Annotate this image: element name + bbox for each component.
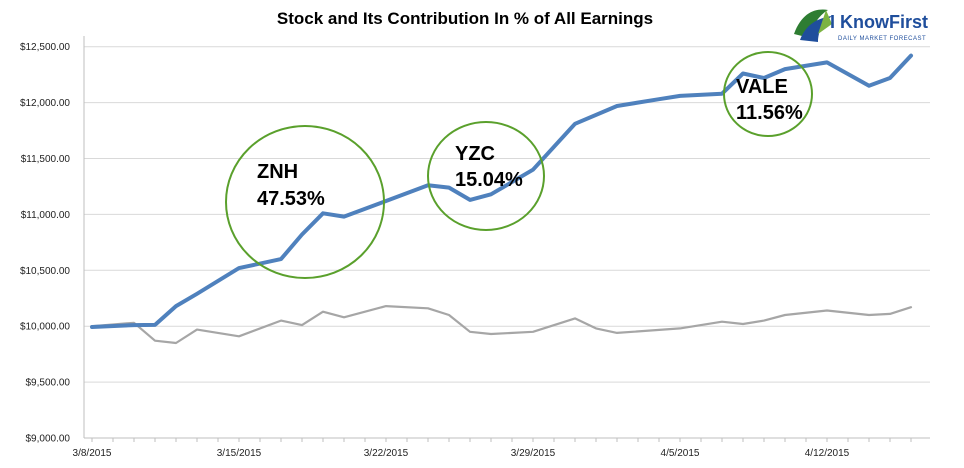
annotations: ZNH 47.53% YZC 15.04% VALE 11.56% (225, 51, 813, 279)
x-tick-label: 3/29/2015 (511, 448, 556, 459)
y-tick-label: $12,500.00 (20, 42, 70, 53)
gridlines (84, 46, 930, 439)
chart-title: Stock and Its Contribution In % of All E… (276, 9, 654, 28)
annotation-circle-znh (225, 125, 385, 279)
y-tick-label: $12,000.00 (20, 98, 70, 109)
annotation-ticker-vale: VALE (736, 76, 788, 98)
series-line-benchmark (90, 305, 913, 345)
y-tick-label: $9,000.00 (26, 434, 71, 445)
annotation-percent-znh: 47.53% (257, 188, 325, 210)
logo-arrow-shape (818, 10, 832, 34)
x-tick-label: 3/8/2015 (73, 448, 112, 459)
y-tick-label: $10,500.00 (20, 266, 70, 277)
logo-text: I KnowFirst (830, 12, 928, 32)
logo-tagline: DAILY MARKET FORECAST (838, 36, 926, 42)
annotation-percent-vale: 11.56% (736, 102, 803, 124)
x-tick-label: 3/22/2015 (364, 448, 409, 459)
x-tick-label: 4/12/2015 (805, 448, 850, 459)
annotation-circle-vale (723, 51, 813, 137)
annotation-ticker-yzc: YZC (455, 143, 495, 165)
series-line-portfolio (90, 53, 913, 329)
y-tick-labels: $9,000.00 $9,500.00 $10,000.00 $10,500.00 $1… (20, 42, 70, 444)
y-tick-label: $10,000.00 (20, 322, 70, 333)
y-tick-label: $9,500.00 (26, 378, 71, 389)
y-tick-label: $11,500.00 (21, 154, 71, 165)
x-tick-label: 4/5/2015 (661, 448, 700, 459)
y-tick-label: $11,000.00 (21, 210, 71, 221)
x-tick-labels: 3/8/2015 3/15/2015 3/22/2015 3/29/2015 4/5/2… (73, 448, 850, 459)
logo-leaf-shape (794, 9, 828, 38)
series-lines (90, 53, 913, 345)
axes (83, 36, 930, 442)
brand-logo: I KnowFirst DAILY MARKET FORECAST (788, 4, 934, 48)
annotation-percent-yzc: 15.04% (455, 169, 523, 191)
annotation-ticker-znh: ZNH (257, 161, 298, 183)
logo-graphic: I KnowFirst DAILY MARKET FORECAST (794, 9, 928, 42)
annotation-circle-yzc (427, 121, 545, 231)
x-tick-label: 3/15/2015 (217, 448, 262, 459)
